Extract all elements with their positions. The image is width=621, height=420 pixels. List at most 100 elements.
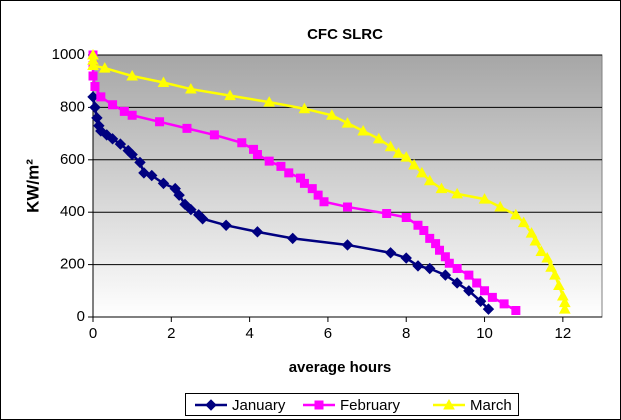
marker bbox=[464, 270, 474, 280]
marker bbox=[100, 129, 113, 141]
marker bbox=[263, 96, 276, 107]
marker bbox=[157, 177, 170, 190]
marker bbox=[384, 140, 397, 152]
marker bbox=[237, 138, 247, 148]
marker bbox=[480, 286, 490, 296]
y-tick-label: 600 bbox=[60, 151, 85, 168]
marker bbox=[517, 216, 530, 228]
marker bbox=[443, 398, 455, 410]
marker bbox=[284, 168, 294, 178]
marker bbox=[343, 202, 352, 212]
marker bbox=[96, 92, 106, 102]
y-tick-label: 800 bbox=[60, 98, 85, 115]
x-tick-label: 2 bbox=[167, 325, 175, 342]
marker bbox=[357, 124, 370, 136]
legend-box bbox=[185, 393, 519, 416]
x-tick-label: 6 bbox=[324, 325, 332, 342]
marker bbox=[173, 189, 185, 201]
y-tick-label: 400 bbox=[60, 203, 85, 220]
marker bbox=[88, 71, 98, 81]
marker bbox=[494, 200, 507, 212]
marker bbox=[452, 264, 462, 274]
marker bbox=[419, 226, 429, 236]
marker bbox=[435, 182, 448, 194]
marker bbox=[205, 399, 217, 411]
marker bbox=[424, 262, 436, 275]
y-axis-label: KW/m² bbox=[23, 159, 42, 213]
x-axis-label: average hours bbox=[289, 359, 392, 376]
marker bbox=[463, 285, 475, 297]
marker bbox=[510, 208, 522, 220]
marker bbox=[314, 400, 324, 410]
legend-label: March bbox=[470, 397, 512, 414]
marker bbox=[325, 109, 338, 120]
marker bbox=[185, 203, 197, 216]
marker bbox=[319, 197, 329, 207]
marker bbox=[126, 69, 139, 81]
marker bbox=[558, 303, 571, 314]
marker bbox=[114, 138, 127, 150]
y-tick-label: 0 bbox=[77, 308, 85, 325]
marker bbox=[529, 234, 542, 246]
marker bbox=[220, 219, 232, 232]
marker bbox=[478, 193, 491, 204]
marker bbox=[299, 178, 309, 188]
marker bbox=[511, 305, 521, 315]
marker bbox=[157, 76, 170, 88]
marker bbox=[209, 130, 219, 140]
marker bbox=[451, 277, 463, 289]
x-tick-label: 4 bbox=[245, 325, 253, 342]
marker bbox=[341, 239, 354, 251]
marker bbox=[487, 292, 497, 302]
marker bbox=[545, 261, 557, 272]
marker bbox=[155, 117, 165, 127]
legend-label: January bbox=[232, 397, 286, 414]
marker bbox=[196, 213, 209, 225]
chart-title: CFC SLRC bbox=[307, 26, 383, 43]
marker bbox=[535, 245, 548, 256]
marker bbox=[87, 59, 99, 70]
marker bbox=[126, 148, 138, 161]
marker bbox=[525, 227, 538, 238]
marker bbox=[553, 279, 565, 291]
legend-label: February bbox=[340, 397, 401, 414]
marker bbox=[549, 269, 561, 280]
marker bbox=[451, 187, 463, 199]
marker bbox=[416, 166, 428, 178]
x-tick-label: 8 bbox=[402, 325, 410, 342]
marker bbox=[400, 252, 412, 264]
marker bbox=[146, 169, 158, 182]
marker bbox=[392, 147, 405, 158]
marker bbox=[382, 209, 392, 219]
marker bbox=[400, 151, 413, 162]
marker bbox=[95, 125, 107, 137]
marker bbox=[252, 150, 262, 160]
marker bbox=[401, 212, 411, 222]
marker bbox=[185, 83, 197, 94]
marker bbox=[251, 226, 264, 238]
marker bbox=[119, 106, 129, 116]
marker bbox=[439, 269, 452, 281]
marker bbox=[98, 62, 111, 73]
marker bbox=[372, 132, 385, 144]
marker bbox=[106, 133, 119, 145]
marker bbox=[341, 117, 354, 128]
marker bbox=[472, 278, 482, 288]
x-tick-label: 0 bbox=[89, 325, 97, 342]
marker bbox=[286, 232, 299, 245]
marker bbox=[127, 110, 137, 120]
marker bbox=[134, 156, 146, 169]
marker bbox=[384, 247, 397, 259]
marker bbox=[179, 198, 191, 211]
marker bbox=[444, 258, 454, 268]
marker bbox=[90, 81, 100, 91]
y-tick-label: 200 bbox=[60, 256, 85, 273]
marker bbox=[482, 303, 495, 315]
marker bbox=[541, 252, 554, 263]
marker bbox=[408, 159, 420, 170]
marker bbox=[298, 102, 311, 114]
marker bbox=[264, 156, 274, 166]
marker bbox=[499, 299, 509, 309]
marker bbox=[474, 295, 487, 307]
